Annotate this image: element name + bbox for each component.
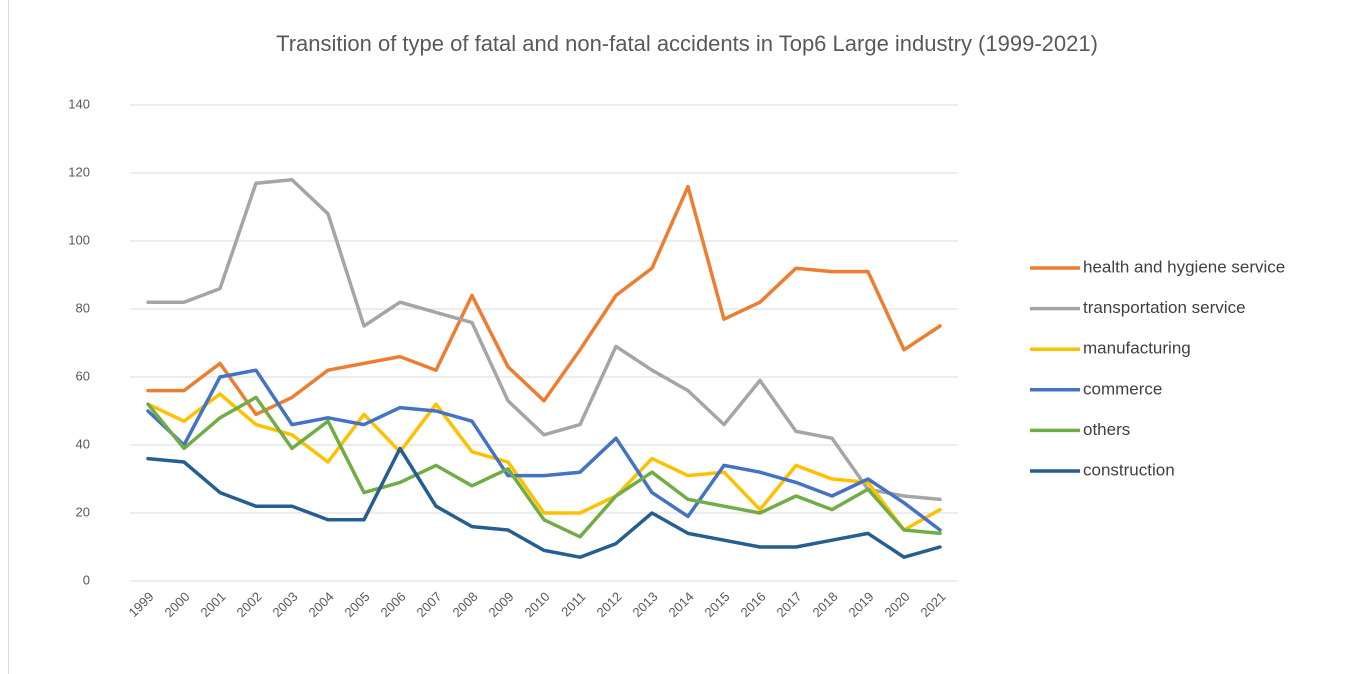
series-line: [146, 395, 942, 539]
x-tick-label: 2019: [845, 589, 876, 620]
y-tick-label: 120: [68, 164, 90, 179]
series-line: [146, 184, 942, 417]
legend-label: others: [1083, 420, 1130, 439]
legend-label: commerce: [1083, 379, 1162, 398]
x-tick-label: 2000: [161, 589, 192, 620]
x-tick-label: 2007: [413, 589, 444, 620]
x-tick-label: 2016: [737, 589, 768, 620]
x-tick-label: 2008: [449, 589, 480, 620]
y-tick-label: 20: [76, 504, 90, 519]
x-tick-label: 2011: [558, 589, 588, 619]
x-tick-label: 2014: [665, 589, 696, 620]
x-tick-label: 2013: [629, 589, 660, 620]
x-tick-label: 2001: [197, 589, 228, 620]
y-tick-label: 0: [83, 572, 90, 587]
x-tick-label: 2003: [269, 589, 300, 620]
series-line: [146, 178, 942, 502]
y-tick-label: 40: [76, 436, 90, 451]
x-tick-label: 2002: [233, 589, 264, 620]
x-tick-label: 2020: [881, 589, 912, 620]
x-tick-label: 2005: [341, 589, 372, 620]
series-line: [146, 368, 942, 532]
y-tick-label: 100: [68, 232, 90, 247]
x-tick-label: 2006: [377, 589, 408, 620]
y-tick-label: 80: [76, 300, 90, 315]
x-tick-label: 2004: [305, 589, 336, 620]
legend-label: health and hygiene service: [1083, 257, 1285, 276]
x-tick-label: 2017: [773, 589, 804, 620]
chart-title: Transition of type of fatal and non-fata…: [276, 31, 1098, 56]
x-tick-label: 2012: [593, 589, 624, 620]
x-tick-label: 2015: [701, 589, 732, 620]
series-line: [146, 446, 942, 559]
x-tick-label: 2018: [809, 589, 840, 620]
x-tick-label: 2009: [485, 589, 516, 620]
x-tick-label: 1999: [125, 589, 156, 620]
y-tick-label: 60: [76, 368, 90, 383]
legend-label: transportation service: [1083, 298, 1246, 317]
legend-label: manufacturing: [1083, 339, 1191, 358]
legend-label: construction: [1083, 460, 1175, 479]
y-tick-label: 140: [68, 96, 90, 111]
x-tick-label: 2021: [917, 589, 948, 620]
x-tick-label: 2010: [521, 589, 552, 620]
